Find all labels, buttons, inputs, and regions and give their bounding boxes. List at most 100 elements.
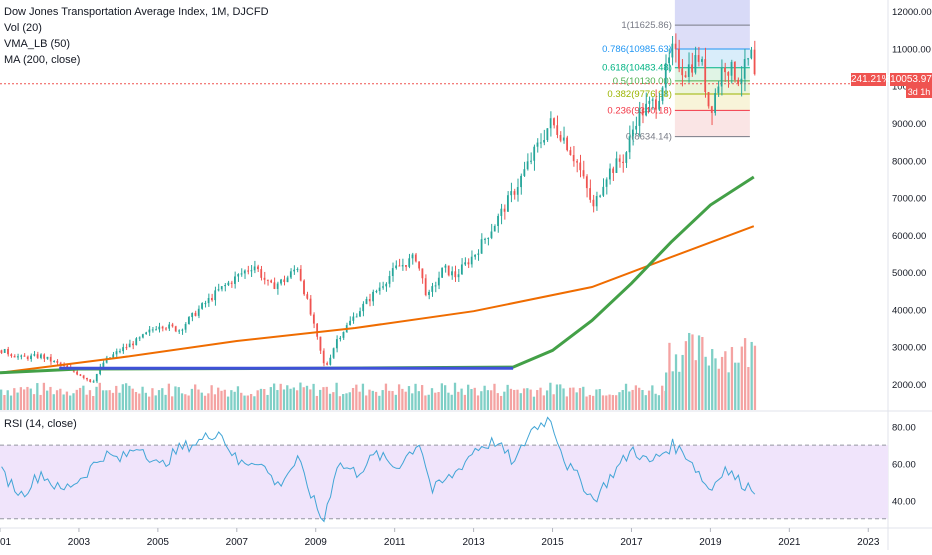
volume-bar [78, 387, 82, 410]
candle-body [141, 334, 144, 338]
volume-bar [506, 384, 509, 410]
candle-body [342, 332, 345, 338]
volume-bar [332, 392, 335, 410]
candle-body [490, 231, 493, 238]
volume-bar [302, 387, 305, 410]
candle-body [645, 103, 647, 116]
candle-body [234, 276, 236, 284]
legend-vma[interactable]: VMA_LB (50) [4, 38, 71, 50]
volume-bar [476, 395, 480, 410]
candle-body [30, 355, 32, 360]
candle-body [207, 298, 210, 304]
candle-body [289, 271, 292, 278]
candle-body [59, 362, 62, 365]
volume-bar [711, 349, 714, 410]
volume-bar [463, 394, 467, 410]
volume-bar [572, 387, 575, 410]
legend-rsi[interactable]: RSI (14, close) [4, 418, 77, 430]
candle-body [743, 59, 746, 79]
candle-body [92, 381, 95, 383]
volume-bar [279, 383, 282, 410]
candle-body [247, 270, 249, 272]
fib-level-label: 0.382(9776.98) [607, 89, 671, 100]
candle-body [299, 268, 302, 281]
candle-body [3, 348, 6, 353]
candle-body [39, 354, 42, 358]
candle-body [79, 374, 82, 376]
candle-body [102, 362, 105, 367]
candle-body [733, 61, 736, 80]
fib-band [674, 48, 750, 68]
candle-body [506, 195, 509, 212]
legend-vol[interactable]: Vol (20) [4, 22, 42, 34]
volume-bar [621, 390, 624, 410]
volume-bar [328, 393, 332, 410]
candle-body [503, 208, 506, 212]
volume-bar [631, 389, 634, 410]
volume-bar [282, 389, 286, 410]
candle-body [480, 239, 483, 254]
volume-bar [315, 395, 319, 410]
volume-bar [157, 390, 161, 410]
volume-bar [312, 383, 315, 410]
candle-body [16, 356, 19, 358]
candle-body [631, 129, 634, 137]
candle-body [155, 329, 157, 331]
volume-bar [717, 368, 720, 410]
volume-bar [6, 390, 9, 410]
volume-bar [654, 393, 657, 410]
legend-ma[interactable]: MA (200, close) [4, 54, 81, 66]
volume-bar [29, 388, 32, 410]
volume-bar [430, 388, 434, 410]
candle-body [398, 265, 401, 267]
volume-bar [737, 362, 740, 410]
fib-level-label: 0.618(10483.48) [602, 63, 672, 74]
volume-bar [3, 395, 6, 410]
volume-bar [69, 395, 72, 410]
candle-body [658, 100, 661, 110]
volume-bar [0, 389, 3, 410]
candle-body [224, 285, 226, 287]
volume-bar [161, 388, 164, 410]
candle-body [513, 191, 516, 195]
volume-bar [470, 389, 473, 410]
candle-body [95, 374, 98, 382]
candle-body [303, 280, 305, 295]
volume-bar [39, 394, 42, 410]
candle-body [335, 339, 338, 349]
volume-bar [207, 393, 210, 410]
percent-tag: 241.21% [851, 73, 891, 86]
volume-bar [473, 387, 476, 410]
candle-body [13, 356, 16, 358]
candle-body [497, 215, 499, 226]
candle-body [309, 298, 312, 315]
volume-bar [249, 393, 253, 410]
time-tick-label: 2009 [305, 537, 328, 548]
volume-bar [124, 383, 128, 410]
volume-bar [691, 334, 694, 410]
candle-body [214, 290, 217, 301]
volume-bar [276, 390, 279, 410]
volume-bar [128, 385, 131, 410]
volume-bar [460, 388, 463, 410]
volume-bar [309, 389, 312, 410]
time-tick-label: 2013 [462, 537, 485, 548]
candle-body [724, 67, 726, 73]
volume-bar [394, 394, 397, 410]
volume-bar [42, 382, 46, 410]
candle-body [184, 323, 187, 330]
candle-body [280, 279, 282, 284]
candle-body [53, 360, 55, 362]
candle-body [7, 348, 9, 355]
candle-body [405, 265, 407, 267]
volume-bar [555, 384, 559, 410]
candle-body [625, 152, 628, 163]
candle-body [697, 55, 700, 62]
candle-body [230, 282, 233, 284]
candle-body [447, 265, 450, 276]
volume-bar [240, 392, 243, 410]
volume-bar [223, 389, 226, 410]
candle-body [694, 55, 697, 73]
volume-bar [296, 390, 299, 410]
candle-body [322, 350, 325, 364]
